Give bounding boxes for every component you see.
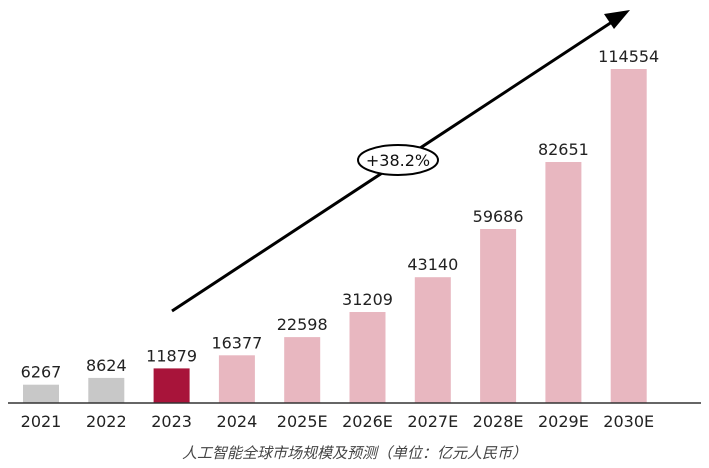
- x-tick-label-2022: 2022: [86, 412, 127, 431]
- bar-2023: [153, 368, 190, 403]
- value-label-2027E: 43140: [407, 255, 458, 274]
- bar-2027E: [414, 277, 451, 403]
- x-tick-label-2030E: 2030E: [603, 412, 654, 431]
- x-tick-label-2023: 2023: [151, 412, 192, 431]
- growth-rate-label: +38.2%: [366, 151, 430, 170]
- bar-2022: [88, 377, 125, 403]
- growth-rate-oval: [357, 144, 439, 176]
- chart-caption: 人工智能全球市场规模及预测（单位：亿元人民币）: [181, 444, 527, 462]
- value-label-2022: 8624: [86, 356, 127, 375]
- bar-2024: [218, 355, 255, 403]
- bar-2030E: [610, 69, 647, 403]
- bars-group: [23, 69, 647, 403]
- value-label-2030E: 114554: [598, 47, 659, 66]
- x-tick-label-2027E: 2027E: [407, 412, 458, 431]
- value-label-2021: 6267: [21, 363, 62, 382]
- x-tick-label-2021: 2021: [21, 412, 62, 431]
- x-tick-label-2024: 2024: [217, 412, 258, 431]
- trend-arrow-head: [604, 10, 630, 29]
- value-label-2029E: 82651: [538, 140, 589, 159]
- value-label-2024: 16377: [211, 333, 262, 352]
- growth-trend-annotation: +38.2%: [171, 10, 630, 313]
- x-tick-label-2026E: 2026E: [342, 412, 393, 431]
- x-tick-label-2029E: 2029E: [538, 412, 589, 431]
- value-label-2026E: 31209: [342, 290, 393, 309]
- bar-2026E: [349, 312, 386, 403]
- x-tick-label-2025E: 2025E: [277, 412, 328, 431]
- bar-2029E: [545, 162, 582, 403]
- value-labels-group: 6267 8624 11879 16377 22598 31209 43140 59686 82…: [21, 47, 660, 382]
- x-labels-group: 2021 2022 2023 2024 2025E 2026E 2027E 2028E 2029…: [21, 412, 654, 431]
- bar-2025E: [284, 337, 321, 403]
- value-label-2028E: 59686: [473, 207, 524, 226]
- bar-2028E: [480, 229, 517, 403]
- value-label-2023: 11879: [146, 346, 197, 365]
- bar-2021: [23, 384, 59, 403]
- x-tick-label-2028E: 2028E: [473, 412, 524, 431]
- value-label-2025E: 22598: [277, 315, 328, 334]
